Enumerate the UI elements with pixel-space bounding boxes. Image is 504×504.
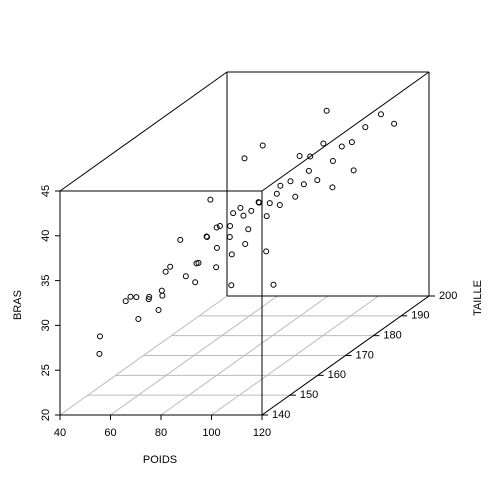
point <box>362 124 369 131</box>
point <box>158 287 165 294</box>
point <box>145 296 152 303</box>
point <box>270 281 277 288</box>
point <box>320 140 327 147</box>
x-tick-label: 60 <box>104 427 116 439</box>
z-tick-label: 25 <box>40 364 52 376</box>
box-edge <box>261 71 430 192</box>
point <box>350 167 357 174</box>
point <box>177 236 184 243</box>
y-tick-label: 180 <box>383 330 401 342</box>
x-axis-label: POIDS <box>143 454 177 466</box>
z-tick-label: 40 <box>40 230 52 242</box>
point <box>240 212 247 219</box>
point <box>377 111 384 118</box>
y-tick-label: 170 <box>356 349 374 361</box>
point <box>96 350 103 357</box>
point <box>213 224 220 231</box>
point <box>314 177 321 184</box>
point <box>255 199 262 206</box>
point <box>248 207 255 214</box>
z-tick-label: 35 <box>40 274 52 286</box>
point <box>329 184 336 191</box>
point <box>263 213 270 220</box>
point <box>133 294 140 301</box>
point <box>182 273 189 280</box>
x-tick-label: 100 <box>202 427 220 439</box>
y-tick-label: 150 <box>300 389 318 401</box>
point <box>273 190 280 197</box>
point <box>266 200 273 207</box>
point <box>242 240 249 247</box>
point <box>241 155 248 162</box>
point <box>228 251 235 258</box>
point <box>192 279 199 286</box>
x-tick-label: 40 <box>54 427 66 439</box>
y-axis-label: TAILLE <box>472 280 484 316</box>
point <box>259 142 266 149</box>
point <box>277 182 284 189</box>
point <box>237 204 244 211</box>
point <box>226 233 233 240</box>
y-tick-label: 140 <box>272 409 290 421</box>
point <box>329 157 336 164</box>
y-tick-label: 200 <box>439 290 457 302</box>
point <box>216 223 223 230</box>
point <box>213 264 220 271</box>
point <box>135 316 142 323</box>
point <box>127 293 134 300</box>
point <box>323 107 330 114</box>
point <box>276 201 283 208</box>
point <box>213 244 220 251</box>
point <box>245 226 252 233</box>
point <box>348 139 355 146</box>
box-edge <box>59 71 228 192</box>
point <box>195 259 202 266</box>
point <box>338 143 345 150</box>
point <box>162 268 169 275</box>
y-tick-label: 160 <box>328 369 346 381</box>
x-tick-label: 80 <box>155 427 167 439</box>
point <box>230 210 237 217</box>
point <box>300 181 307 188</box>
z-tick-label: 20 <box>40 409 52 421</box>
point <box>307 153 314 160</box>
x-tick-label: 120 <box>253 427 271 439</box>
point <box>227 223 234 230</box>
point <box>228 282 235 289</box>
point <box>296 152 303 159</box>
z-tick-label: 45 <box>40 185 52 197</box>
point <box>155 307 162 314</box>
point <box>96 333 103 340</box>
z-axis-label: BRAS <box>12 290 24 320</box>
point <box>207 196 214 203</box>
y-tick-label: 190 <box>411 310 429 322</box>
point <box>203 233 210 240</box>
point <box>292 193 299 200</box>
point <box>287 178 294 185</box>
point <box>263 248 270 255</box>
z-tick-label: 30 <box>40 319 52 331</box>
point <box>167 263 174 270</box>
point <box>305 167 312 174</box>
point <box>391 120 398 127</box>
point <box>122 298 129 305</box>
